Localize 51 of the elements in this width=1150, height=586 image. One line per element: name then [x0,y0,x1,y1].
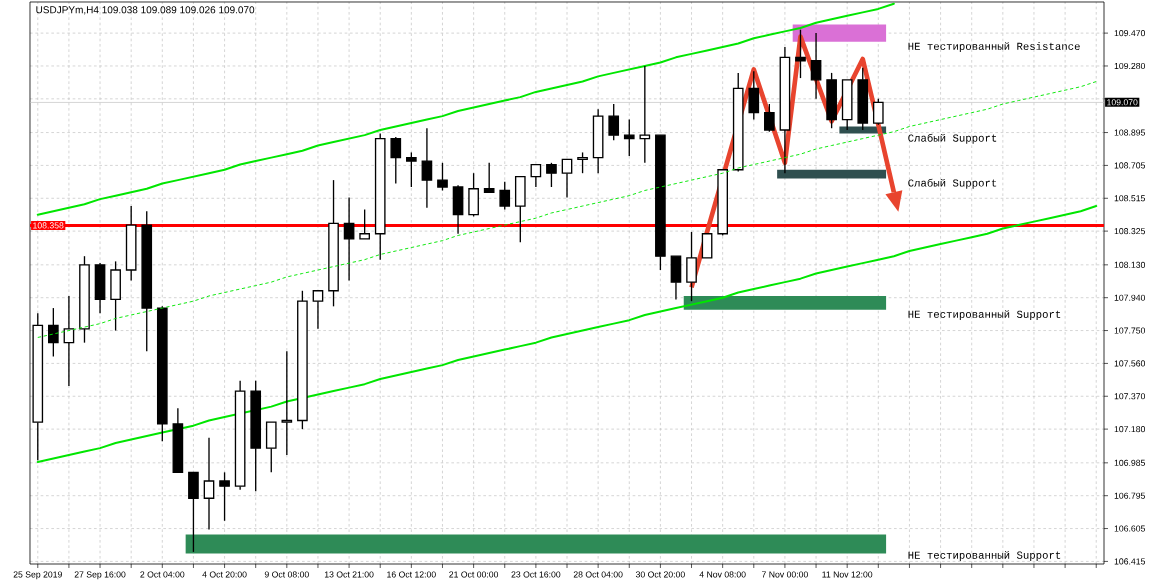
candlestick [592,108,604,174]
x-tick-label: 2 Oct 04:00 [140,571,185,578]
candlestick [421,127,433,209]
x-tick-label: 4 Oct 20:00 [202,571,247,578]
candlestick [779,46,791,174]
x-tick-label: 16 Oct 12:00 [387,571,436,578]
band-label: НЕ тестированный Resistance [908,42,1080,53]
band-label: Слабый Support [908,133,997,144]
candlestick [639,65,651,164]
x-tick-label: 27 Sep 16:00 [74,571,126,580]
y-tick-label: 108.325 [1114,228,1146,235]
x-tick-label: 13 Oct 21:00 [324,571,374,578]
x-tick-label: 23 Oct 16:00 [511,571,561,578]
ref-line-label: 108.358 [33,222,64,229]
candlestick [234,380,246,491]
y-tick-label: 107.560 [1114,360,1146,367]
ref-line-label: 109.070 [1107,99,1138,106]
y-tick-label: 106.985 [1114,459,1146,466]
candlestick [94,262,106,314]
x-tick-label: 9 Oct 08:00 [264,571,309,578]
y-tick-label: 108.130 [1114,261,1146,268]
chart-title: USDJPYm,H4 109.038 109.089 109.026 109.070 [36,6,255,15]
y-tick-label: 108.515 [1114,195,1146,202]
y-tick-label: 109.470 [1114,30,1146,37]
candlestick [452,184,464,235]
candlestick [810,32,822,100]
y-tick-label: 106.795 [1114,492,1146,499]
y-tick-label: 107.370 [1114,393,1146,400]
y-tick-label: 108.705 [1114,162,1146,169]
x-tick-label: 11 Nov 12:00 [822,571,873,578]
x-tick-label: 4 Nov 08:00 [699,571,746,578]
candlestick [203,437,215,531]
candlestick [686,231,697,302]
candlestick [343,196,355,282]
x-tick-label: 21 Oct 00:00 [449,571,499,578]
band-label: НЕ тестированный Support [908,310,1061,321]
y-tick-label: 106.605 [1114,525,1146,532]
band-label: НЕ тестированный Support [908,551,1061,561]
x-tick-label: 30 Oct 20:00 [635,571,685,578]
y-tick-label: 107.180 [1114,426,1146,433]
y-tick-label: 106.415 [1114,558,1146,565]
x-tick-label: 28 Oct 04:00 [573,571,623,578]
y-tick-label: 109.280 [1114,62,1146,70]
y-tick-label: 108.895 [1114,129,1146,136]
band-label: Слабый Support [908,178,997,189]
x-tick-label: 25 Sep 2019 [13,571,62,580]
candlestick [390,136,402,185]
y-tick-label: 107.750 [1114,327,1146,334]
y-tick-label: 107.940 [1114,294,1146,301]
x-tick-label: 7 Nov 00:00 [761,571,808,578]
candlestick [281,350,293,456]
